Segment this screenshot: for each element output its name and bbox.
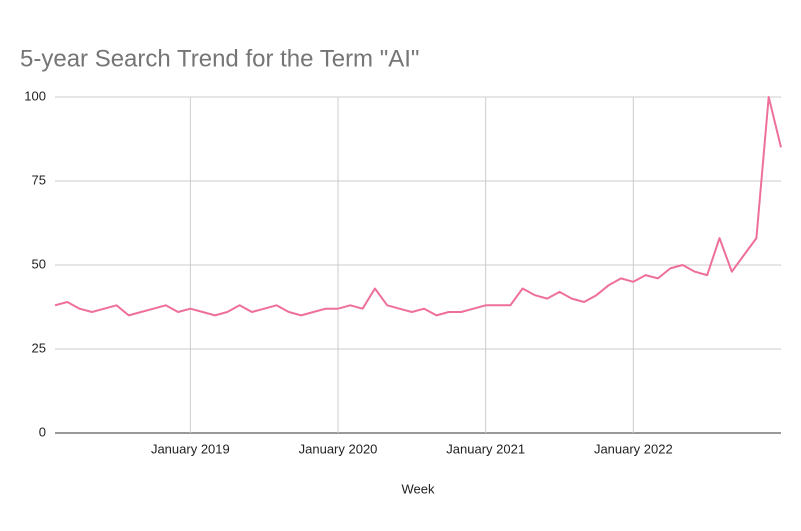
- x-tick-label: January 2020: [299, 441, 378, 456]
- y-tick-label: 25: [32, 340, 46, 355]
- chart-title: 5-year Search Trend for the Term "AI": [20, 45, 419, 72]
- x-tick-label: January 2022: [594, 441, 673, 456]
- y-tick-label: 100: [24, 88, 46, 103]
- line: [54, 96, 782, 317]
- y-tick-label: 50: [32, 256, 46, 271]
- x-tick-label: January 2019: [151, 441, 230, 456]
- y-tick-label: 0: [39, 424, 46, 439]
- x-axis-title: Week: [402, 481, 435, 496]
- y-tick-label: 75: [32, 172, 46, 187]
- x-tick-label: January 2021: [446, 441, 525, 456]
